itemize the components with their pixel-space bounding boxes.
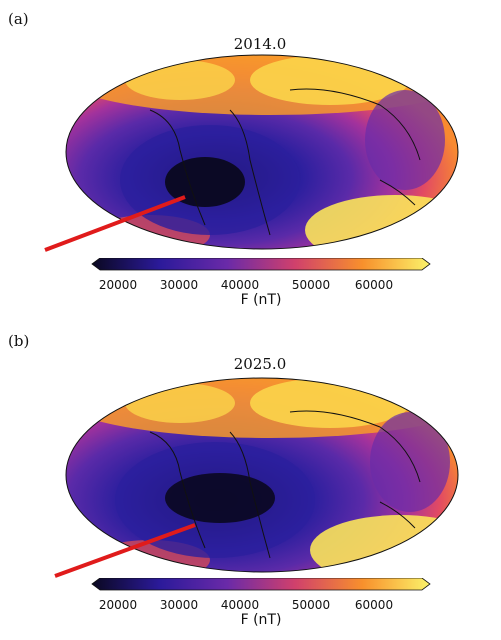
colorbar-a: 20000 30000 40000 50000 60000 (91, 258, 431, 292)
colorbar-a-tick-2: 30000 (160, 278, 198, 292)
anomaly-arrow-b (54, 523, 196, 578)
colorbar-b-tick-3: 40000 (221, 598, 259, 612)
panel-b-title: 2025.0 (233, 355, 287, 373)
colorbar-a-tick-5: 60000 (355, 278, 393, 292)
colorbar-b-tick-4: 50000 (292, 598, 330, 612)
colorbar-a-tick-1: 20000 (99, 278, 137, 292)
colorbar-a-tick-4: 50000 (292, 278, 330, 292)
panel-b-label: (b) (8, 332, 30, 350)
panel-b-map (54, 377, 459, 578)
panel-a-label: (a) (8, 10, 29, 28)
panel-a-map (44, 54, 459, 252)
colorbar-b-label: F (nT) (240, 612, 282, 628)
colorbar-a-label: F (nT) (240, 292, 282, 308)
colorbar-b-tick-5: 60000 (355, 598, 393, 612)
colorbar-b: 20000 30000 40000 50000 60000 (91, 578, 431, 612)
colorbar-a-tick-3: 40000 (221, 278, 259, 292)
panel-a-title: 2014.0 (233, 35, 287, 53)
colorbar-b-tick-1: 20000 (99, 598, 137, 612)
colorbar-b-tick-2: 30000 (160, 598, 198, 612)
anomaly-arrow-a (44, 195, 186, 252)
